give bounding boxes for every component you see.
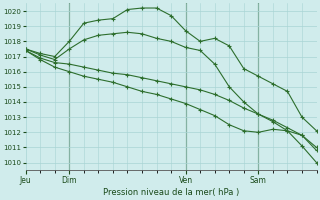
- X-axis label: Pression niveau de la mer( hPa ): Pression niveau de la mer( hPa ): [103, 188, 239, 197]
